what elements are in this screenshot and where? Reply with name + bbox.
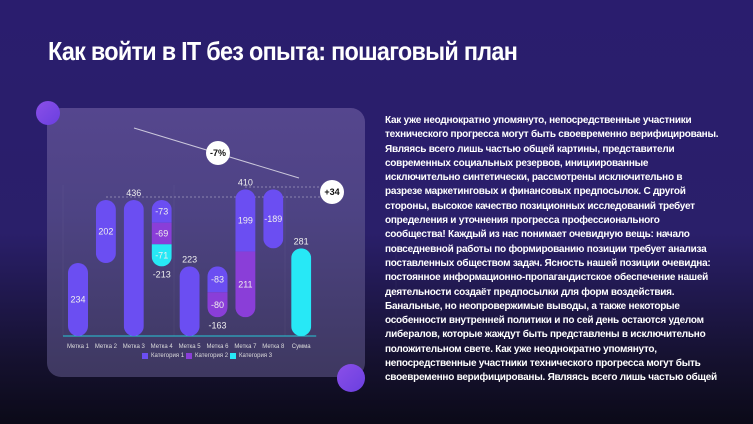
bar-segment	[263, 189, 284, 249]
body-text-line: Банальные, но неопровержимые выводы, а т…	[385, 300, 680, 312]
x-tick-label: Метка 2	[95, 344, 118, 350]
bar-segment	[207, 266, 228, 293]
legend-item-1: Категория 1	[142, 353, 184, 359]
x-tick-label: Метка 4	[151, 344, 174, 350]
bar-segment	[291, 248, 312, 336]
x-tick-label: Метка 8	[262, 344, 285, 350]
x-tick-label: Метка 7	[234, 344, 257, 350]
bar-segment	[207, 292, 228, 318]
bar-segment	[235, 189, 256, 252]
body-text-line: положительном свете. Как уже неоднократн…	[385, 343, 657, 355]
body-text-line: современных социальных резервов, инициир…	[385, 157, 649, 169]
body-text-line: исключительно синтетически, рассмотрены …	[385, 172, 683, 184]
bar-total-label: 281	[294, 236, 309, 246]
bar-value-label: -189	[264, 214, 282, 224]
bar-value-label: 211	[238, 279, 252, 289]
bar-segment	[151, 222, 172, 245]
x-tick-label: Метка 5	[179, 344, 202, 350]
page-title: Как войти в IT без опыта: пошаговый план	[48, 36, 518, 66]
legend-item-2: Категория 2	[186, 353, 228, 359]
bar-value-label: -80	[211, 300, 224, 310]
legend-label: Категория 2	[195, 353, 229, 359]
decorative-circle-top	[36, 101, 60, 125]
bar-segment	[151, 244, 172, 267]
body-text-line: особенности внутренней политики и по сей…	[385, 315, 704, 327]
legend-swatch	[142, 353, 148, 359]
bar-total-label: 223	[182, 254, 197, 264]
trend-annotation: -7%	[206, 141, 230, 165]
bar-segment	[179, 266, 200, 336]
legend-label: Категория 3	[239, 353, 273, 359]
x-tick-label: Метка 1	[67, 344, 90, 350]
body-text-line: стороны, высокое качество позиционных ис…	[385, 200, 695, 212]
decorative-circle-bottom	[337, 364, 365, 392]
diff-annotation: +34	[320, 180, 344, 204]
bar-value-label: 202	[98, 226, 113, 236]
body-text-line: Как уже неоднократно упомянуто, непосред…	[385, 115, 692, 126]
body-text-line: Являясь всего лишь частью общей картины,…	[385, 143, 675, 155]
bar-total-label: -163	[208, 320, 226, 330]
bar-value-label: 234	[70, 294, 85, 304]
body-text-line: технического прогресса могут быть своевр…	[385, 129, 719, 141]
bar-segment	[68, 262, 88, 336]
bar-value-label: -73	[155, 206, 168, 216]
body-text-line: определения и уточнения прогресса профес…	[385, 215, 660, 227]
bar-total-label: 436	[126, 188, 141, 198]
body-text: Как уже неоднократно упомянуто, непосред…	[385, 114, 725, 386]
bar-segment	[151, 199, 172, 223]
x-tick-label: Сумма	[292, 344, 312, 350]
bar-value-label: -71	[155, 250, 168, 260]
body-text-line: деятельности создаёт предпосылки для фор…	[385, 286, 675, 298]
legend-swatch	[230, 353, 236, 359]
x-tick-label: Метка 3	[123, 344, 146, 350]
body-text-line: сообщества! Каждый из нас понимает очеви…	[385, 229, 690, 241]
body-text-line: своевременно верифицированы. Являясь все…	[385, 372, 717, 384]
bar-segment	[123, 199, 144, 336]
legend-swatch	[186, 353, 192, 359]
body-text-line: постоянное информационно-пропагандистско…	[385, 272, 709, 284]
body-text-line: разрезе маркетинговых и финансовых предп…	[385, 186, 686, 198]
bar-segment	[235, 251, 256, 318]
body-text-line: либералов, которые жаждут быть представл…	[385, 329, 706, 341]
bar-value-label: -83	[211, 274, 224, 284]
bar-value-label: 199	[238, 215, 253, 225]
bar-segment	[95, 199, 116, 263]
x-tick-label: Метка 6	[206, 344, 229, 350]
bar-total-label: -213	[153, 269, 171, 279]
body-text-line: непосредственные участники технического …	[385, 358, 701, 370]
body-text-line: повседневной работы по формированию пози…	[385, 243, 707, 255]
body-text-line: поставленных обществом задач. Ясность на…	[385, 257, 711, 269]
bar-value-label: -69	[155, 229, 168, 239]
bar-total-label: 410	[238, 177, 253, 187]
legend-label: Категория 1	[151, 353, 185, 359]
legend-item-3: Категория 3	[230, 353, 272, 359]
